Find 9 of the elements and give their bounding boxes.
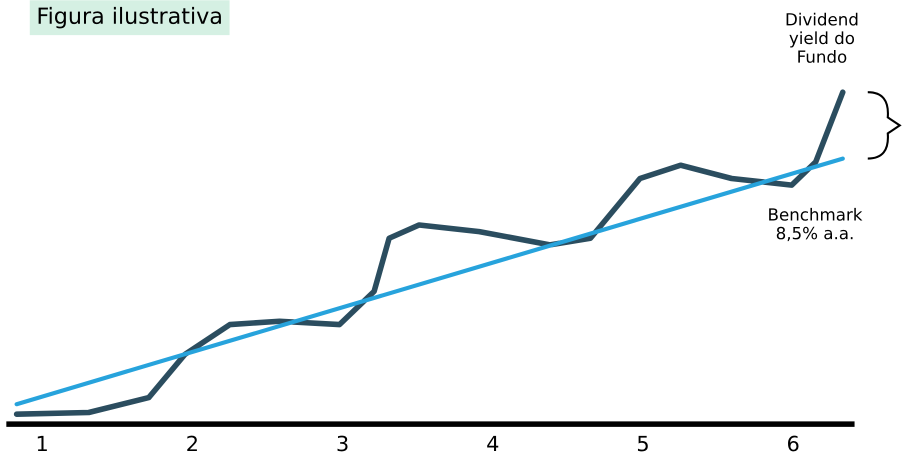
chart-title: Figura ilustrativa [38,6,221,28]
annotation: Dividend yield do Fundo [786,12,858,63]
x-tick-label: 3 [338,436,348,452]
x-tick-label: 6 [788,436,799,452]
x-tick-label: 1 [38,436,47,452]
x-tick-label: 2 [187,436,197,452]
x-tick-label: 4 [487,436,498,452]
annotation: Benchmark 8,5% a.a. [769,208,862,242]
x-tick-label: 5 [638,436,648,452]
